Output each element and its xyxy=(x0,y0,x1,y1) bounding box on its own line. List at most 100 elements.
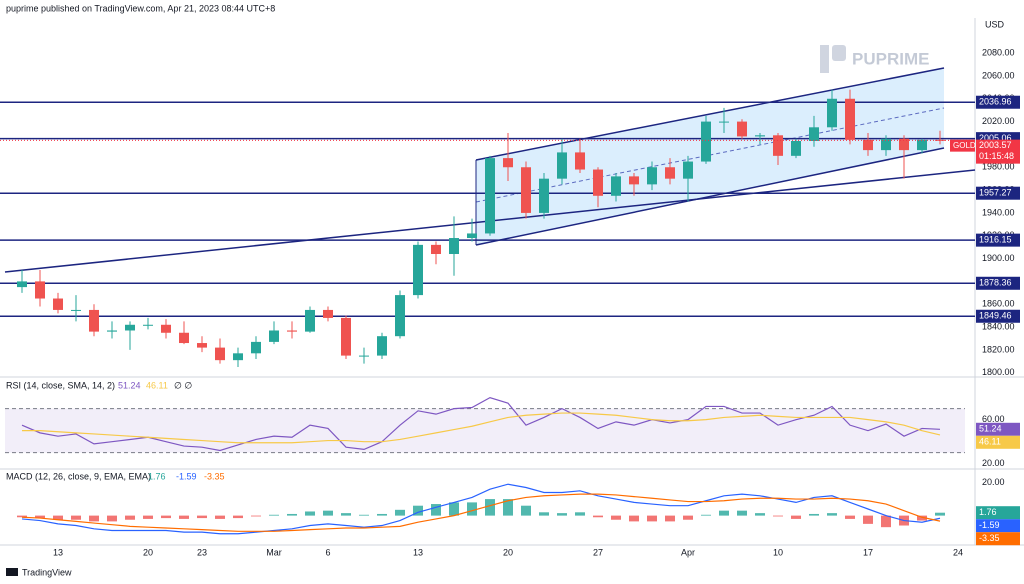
candle-body xyxy=(629,176,639,185)
candle-body xyxy=(467,233,477,239)
histogram-bar xyxy=(575,512,585,516)
value-label-bg xyxy=(976,532,1020,546)
candle-body xyxy=(665,167,675,179)
candle-body xyxy=(611,176,621,196)
value-label-bg xyxy=(976,435,1020,449)
channel-top xyxy=(475,67,945,161)
symbol-bg xyxy=(950,139,975,152)
histogram-bar xyxy=(485,499,495,516)
legend-value: 46.11 xyxy=(146,380,168,390)
histogram-bar xyxy=(89,515,99,522)
histogram-bar xyxy=(557,513,567,516)
publish-info: puprime published on TradingView.com, Ap… xyxy=(6,3,275,13)
histogram-bar xyxy=(71,515,81,520)
last-price-bg xyxy=(976,139,1020,164)
histogram-bar xyxy=(611,515,621,520)
candle-body xyxy=(485,158,495,234)
histogram-bar xyxy=(917,515,927,521)
level-label-bg xyxy=(976,309,1020,323)
histogram-bar xyxy=(809,513,819,516)
candle-body xyxy=(881,138,891,151)
candle-body xyxy=(521,167,531,213)
candle-body xyxy=(791,140,801,156)
histogram-bar xyxy=(17,515,27,518)
legend-value: 1.76 xyxy=(148,471,166,481)
candle-body xyxy=(809,127,819,141)
candle-body xyxy=(233,353,243,361)
legend-value: 51.24 xyxy=(118,380,141,390)
level-label-bg xyxy=(976,276,1020,290)
y-tick-label: 2060.00 xyxy=(982,70,1015,80)
candle-body xyxy=(341,317,351,356)
watermark: PUPRIME xyxy=(820,45,929,73)
histogram-bar xyxy=(179,515,189,519)
y-tick-label: 1840.00 xyxy=(982,321,1015,331)
histogram-bar xyxy=(719,510,729,516)
histogram-bar xyxy=(539,512,549,516)
histogram-bar xyxy=(449,502,459,516)
y-tick-label: 1860.00 xyxy=(982,299,1015,309)
candle-body xyxy=(287,330,297,332)
candle-body xyxy=(647,167,657,185)
candle-body xyxy=(161,324,171,333)
x-tick-label: Mar xyxy=(266,547,282,557)
candle-body xyxy=(269,330,279,342)
candle-body xyxy=(827,98,837,128)
candle-body xyxy=(575,152,585,170)
histogram-bar xyxy=(35,515,45,519)
value-label-bg xyxy=(976,519,1020,533)
x-tick-label: 20 xyxy=(143,547,153,557)
last-price: 2003.57 xyxy=(979,140,1012,150)
candle-body xyxy=(845,98,855,140)
x-tick-label: Apr xyxy=(681,547,695,557)
candle-body xyxy=(539,178,549,213)
candle-body xyxy=(917,139,927,151)
y-tick-label: 1980.00 xyxy=(982,162,1015,172)
logo-bar xyxy=(820,45,829,73)
candle-body xyxy=(899,138,909,151)
histogram-bar xyxy=(593,515,603,518)
candle-body xyxy=(17,281,27,288)
candle-body xyxy=(143,324,153,326)
candle-body xyxy=(395,295,405,337)
histogram-bar xyxy=(143,515,153,519)
level-label: 1916.15 xyxy=(979,235,1012,245)
histogram-bar xyxy=(413,505,423,516)
histogram-bar xyxy=(863,515,873,524)
countdown: 01:15:48 xyxy=(979,151,1014,161)
histogram-bar xyxy=(377,513,387,516)
histogram-bar xyxy=(521,505,531,516)
histogram-bar xyxy=(287,513,297,516)
indicator-line xyxy=(21,493,941,532)
histogram-bar xyxy=(161,515,171,519)
histogram-bar xyxy=(467,502,477,516)
histogram-bar xyxy=(215,515,225,519)
indicator-title: MACD (12, 26, close, 9, EMA, EMA) xyxy=(6,471,151,481)
histogram-bar xyxy=(845,515,855,519)
histogram-bar xyxy=(323,510,333,516)
histogram-bar xyxy=(665,515,675,522)
histogram-bar xyxy=(251,515,261,517)
value-label: 1.76 xyxy=(979,507,997,517)
candle-body xyxy=(431,244,441,255)
candle-body xyxy=(557,152,567,179)
level-label: 1849.46 xyxy=(979,311,1012,321)
histogram-bar xyxy=(197,515,207,519)
currency: USD xyxy=(985,19,1005,29)
histogram-bar xyxy=(269,514,279,516)
x-tick-label: 13 xyxy=(413,547,423,557)
histogram-bar xyxy=(737,510,747,516)
histogram-bar xyxy=(755,513,765,516)
y-tick-label: 1820.00 xyxy=(982,344,1015,354)
indicator-title: RSI (14, close, SMA, 14, 2) xyxy=(6,380,115,390)
indicator-line xyxy=(21,396,941,452)
x-tick-label: 17 xyxy=(863,547,873,557)
level-label: 2036.96 xyxy=(979,97,1012,107)
histogram-bar xyxy=(647,515,657,522)
legend-value: -3.35 xyxy=(204,471,225,481)
y-tick-label: 20.00 xyxy=(982,477,1005,487)
histogram-bar xyxy=(701,514,711,516)
indicator-line xyxy=(22,412,941,444)
